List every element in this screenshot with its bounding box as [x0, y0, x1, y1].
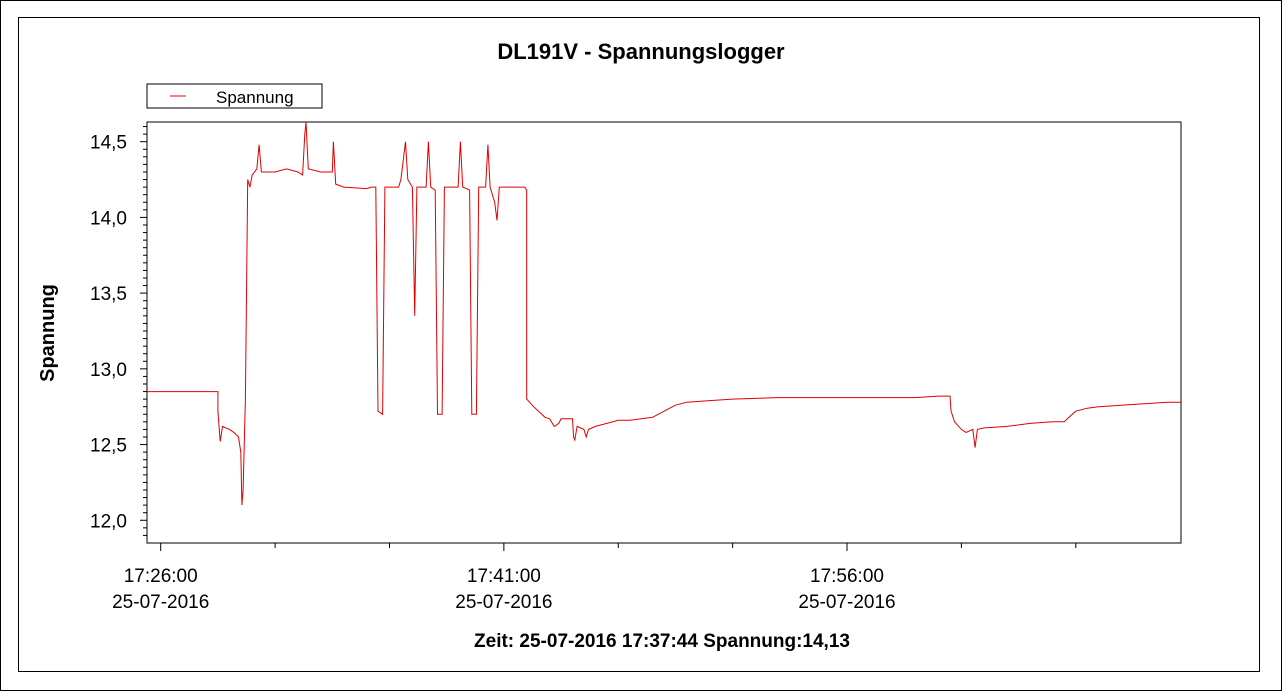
status-readout: Zeit: 25-07-2016 17:37:44 Spannung:14,13	[474, 631, 850, 652]
x-tick-time: 17:26:00	[124, 566, 198, 587]
plot-area	[146, 121, 1182, 544]
legend: Spannung	[146, 83, 323, 109]
legend-label: Spannung	[216, 88, 294, 107]
x-tick-time: 17:41:00	[467, 566, 541, 587]
series-line-spannung	[147, 121, 1181, 506]
x-tick-date: 25-07-2016	[798, 592, 895, 613]
x-tick-time: 17:56:00	[810, 566, 884, 587]
chart-title: DL191V - Spannungslogger	[497, 39, 785, 64]
x-axis: 17:26:00 25-07-2016 17:41:00 25-07-2016 17:5…	[112, 543, 1077, 613]
y-tick-label: 12,5	[90, 436, 127, 457]
y-axis: 12,0 12,5 13,0 13,5 14,0 14,5	[90, 126, 147, 536]
y-tick-label: 14,5	[90, 133, 127, 154]
y-tick-label: 12,0	[90, 511, 127, 532]
x-tick-date: 25-07-2016	[112, 592, 209, 613]
y-tick-label: 13,0	[90, 360, 127, 381]
y-axis-label: Spannung	[37, 284, 59, 382]
y-tick-label: 13,5	[90, 284, 127, 305]
x-tick-date: 25-07-2016	[455, 592, 552, 613]
y-tick-label: 14,0	[90, 208, 127, 229]
